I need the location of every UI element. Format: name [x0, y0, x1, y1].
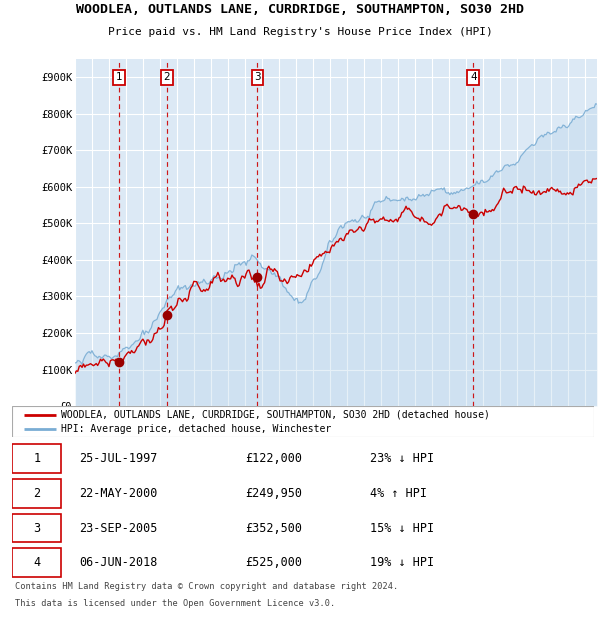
Text: £122,000: £122,000 [245, 452, 302, 465]
FancyBboxPatch shape [12, 549, 61, 577]
Text: Price paid vs. HM Land Registry's House Price Index (HPI): Price paid vs. HM Land Registry's House … [107, 27, 493, 37]
FancyBboxPatch shape [12, 513, 61, 542]
Text: 23-SEP-2005: 23-SEP-2005 [79, 521, 157, 534]
Text: 22-MAY-2000: 22-MAY-2000 [79, 487, 157, 500]
Text: 3: 3 [254, 72, 261, 82]
FancyBboxPatch shape [12, 479, 61, 508]
FancyBboxPatch shape [12, 444, 61, 472]
Text: 15% ↓ HPI: 15% ↓ HPI [370, 521, 434, 534]
Text: 06-JUN-2018: 06-JUN-2018 [79, 556, 157, 569]
Text: £249,950: £249,950 [245, 487, 302, 500]
Text: HPI: Average price, detached house, Winchester: HPI: Average price, detached house, Winc… [61, 424, 332, 435]
Text: This data is licensed under the Open Government Licence v3.0.: This data is licensed under the Open Gov… [15, 599, 335, 608]
Text: 2: 2 [163, 72, 170, 82]
Text: 1: 1 [33, 452, 40, 465]
Text: Contains HM Land Registry data © Crown copyright and database right 2024.: Contains HM Land Registry data © Crown c… [15, 582, 398, 591]
Text: WOODLEA, OUTLANDS LANE, CURDRIDGE, SOUTHAMPTON, SO30 2HD (detached house): WOODLEA, OUTLANDS LANE, CURDRIDGE, SOUTH… [61, 410, 490, 420]
Text: 1: 1 [115, 72, 122, 82]
Text: 2: 2 [33, 487, 40, 500]
Text: 19% ↓ HPI: 19% ↓ HPI [370, 556, 434, 569]
Text: 25-JUL-1997: 25-JUL-1997 [79, 452, 157, 465]
Text: 3: 3 [33, 521, 40, 534]
Text: 23% ↓ HPI: 23% ↓ HPI [370, 452, 434, 465]
Text: £352,500: £352,500 [245, 521, 302, 534]
Text: WOODLEA, OUTLANDS LANE, CURDRIDGE, SOUTHAMPTON, SO30 2HD: WOODLEA, OUTLANDS LANE, CURDRIDGE, SOUTH… [76, 3, 524, 16]
Text: 4: 4 [33, 556, 40, 569]
Text: 4: 4 [470, 72, 476, 82]
Text: £525,000: £525,000 [245, 556, 302, 569]
Text: 4% ↑ HPI: 4% ↑ HPI [370, 487, 427, 500]
